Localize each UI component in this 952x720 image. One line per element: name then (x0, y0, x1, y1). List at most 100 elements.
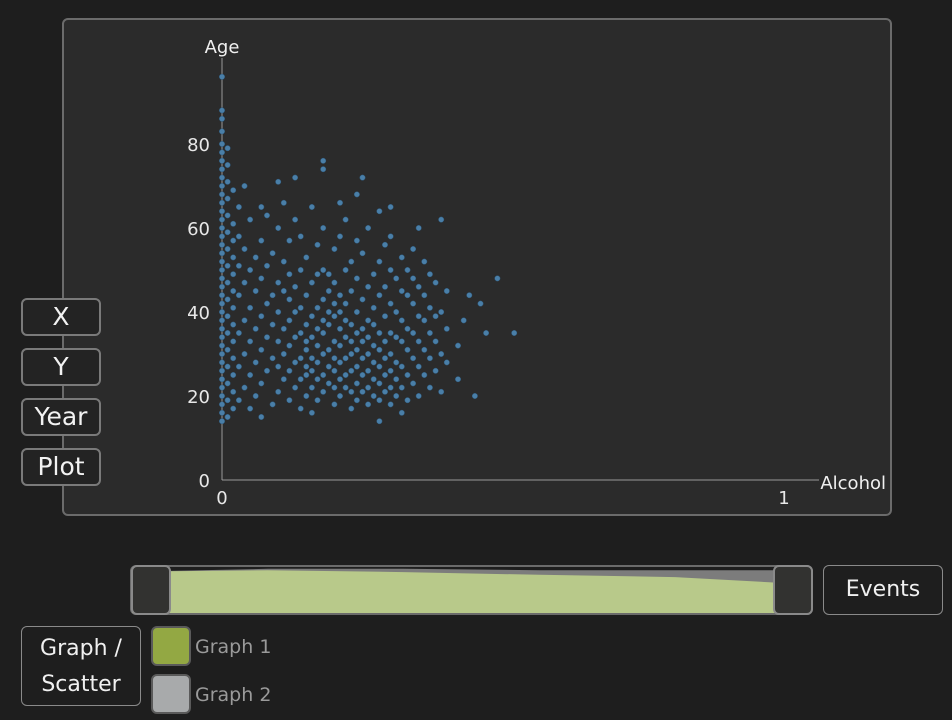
scatter-point (264, 212, 270, 219)
scatter-point (286, 342, 293, 349)
x-axis-button[interactable]: X (21, 298, 101, 336)
scatter-point (337, 342, 343, 349)
scatter-point (466, 292, 473, 299)
scatter-point (219, 409, 225, 416)
scatter-point (432, 279, 439, 286)
scatter-point (320, 225, 327, 231)
scatter-point (219, 183, 225, 189)
scatter-point (235, 262, 242, 269)
plot-button[interactable]: Plot (21, 448, 101, 486)
scatter-point (247, 216, 254, 223)
scatter-point (292, 359, 299, 366)
scatter-point (342, 267, 349, 273)
scatter-point (353, 309, 360, 315)
scatter-point (471, 393, 478, 399)
graph-1-swatch[interactable] (151, 626, 191, 666)
scatter-point (331, 300, 338, 307)
scatter-point (224, 296, 231, 303)
scatter-point (404, 292, 411, 299)
scatter-point (382, 283, 388, 290)
scatter-point (247, 304, 254, 311)
scatter-point (280, 376, 287, 383)
scatter-point (241, 317, 248, 324)
scatter-point (387, 233, 394, 240)
scatter-point (219, 367, 225, 374)
scatter-point (494, 275, 501, 282)
scatter-point (342, 355, 349, 362)
scatter-point (235, 397, 242, 404)
scatter-point (353, 275, 360, 282)
scatter-point (224, 313, 231, 320)
plot-panel: 0 20 40 60 80 0 1 Alcohol Age (62, 18, 892, 516)
scatter-point (303, 393, 310, 399)
scatter-point (219, 241, 225, 248)
scatter-point (382, 372, 388, 378)
scatter-point (325, 309, 332, 315)
scatter-point (224, 195, 231, 202)
scatter-point (393, 309, 400, 315)
scatter-point (325, 321, 332, 328)
scatter-point (359, 325, 366, 332)
scatter-point (303, 372, 310, 378)
scatter-point (264, 300, 270, 307)
scatter-point (455, 342, 461, 349)
scatter-point (308, 355, 315, 362)
scatter-point (235, 233, 242, 240)
scatter-point (252, 393, 259, 399)
scatter-point (230, 388, 237, 395)
scatter-point (426, 330, 433, 336)
scatter-point (219, 233, 225, 240)
scatter-point (353, 380, 360, 387)
scatter-point (308, 313, 315, 320)
scatter-point (376, 208, 383, 215)
scatter-point (443, 288, 450, 294)
timeline-area-chart (132, 568, 811, 613)
scatter-point (235, 363, 242, 370)
year-button[interactable]: Year (21, 398, 101, 436)
scatter-point (353, 330, 360, 336)
scatter-point (314, 376, 321, 383)
scatter-point (224, 162, 231, 168)
scatter-point (342, 384, 349, 391)
y-axis-button[interactable]: Y (21, 348, 101, 386)
scatter-point (342, 300, 349, 307)
scatter-point (219, 216, 225, 223)
scatter-point (219, 325, 225, 332)
scatter-point (303, 338, 310, 345)
scatter-point (219, 73, 225, 80)
scatter-point (314, 304, 321, 311)
scatter-point (286, 367, 293, 374)
range-start-handle[interactable] (131, 565, 171, 615)
timeline-range[interactable] (130, 565, 813, 615)
scatter-point (224, 279, 231, 286)
scatter-point (365, 225, 372, 231)
scatter-point (387, 384, 394, 391)
events-button[interactable]: Events (823, 565, 943, 615)
scatter-point (308, 367, 315, 374)
scatter-point (342, 334, 349, 341)
scatter-point (241, 351, 248, 357)
range-end-handle[interactable] (773, 565, 813, 615)
scatter-point (415, 338, 422, 345)
scatter-point (264, 367, 270, 374)
scatter-point (370, 304, 377, 311)
scatter-point (230, 187, 237, 194)
scatter-point (376, 292, 383, 299)
scatter-point (426, 271, 433, 278)
scatter-point (219, 128, 225, 135)
scatter-point (325, 346, 332, 353)
scatter-point (219, 149, 225, 156)
graph-2-swatch[interactable] (151, 674, 191, 714)
scatter-point (264, 334, 270, 341)
scatter-point (421, 372, 428, 378)
scatter-point (292, 309, 299, 315)
scatter-point (224, 346, 231, 353)
scatter-point (308, 384, 315, 391)
graph-scatter-toggle[interactable]: Graph / Scatter (21, 626, 141, 706)
scatter-point (219, 107, 225, 114)
scatter-point (415, 363, 422, 370)
scatter-point (224, 246, 231, 252)
scatter-point (241, 384, 248, 391)
scatter-point (308, 409, 315, 416)
scatter-point (219, 317, 225, 324)
